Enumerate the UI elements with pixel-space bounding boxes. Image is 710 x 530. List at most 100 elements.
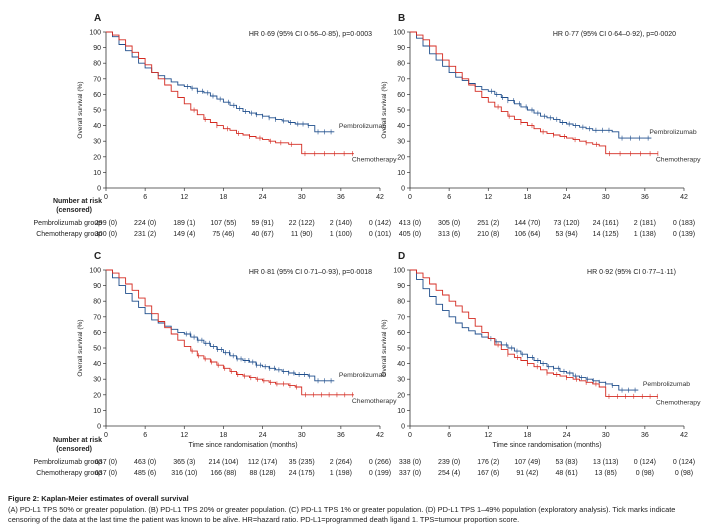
x-tick-label: 18 [524,194,532,201]
risk-cell: 1 (198) [330,470,352,477]
x-tick-label: 0 [104,194,108,201]
x-axis-label: Time since randomisation (months) [492,442,601,449]
x-tick-label: 6 [143,432,147,439]
risk-cell: 337 (0) [399,470,421,477]
x-tick-label: 18 [524,432,532,439]
risk-row-label: Pembrolizumab group [34,459,103,466]
risk-row-label: Chemotherapy group [36,470,102,477]
y-tick-label: 80 [93,299,101,306]
x-tick-label: 36 [641,194,649,201]
x-tick-label: 6 [447,194,451,201]
risk-cell: 91 (42) [516,470,538,477]
risk-cell: 1 (138) [634,231,656,238]
x-tick-label: 18 [220,432,228,439]
panel-c: 0 10 20 30 40 50 60 70 80 90 100 0 6 12 18 24 30 36 42 Over… [34,251,398,477]
x-tick-label: 18 [220,194,228,201]
risk-cell: 40 (67) [251,231,273,238]
y-tick-label: 90 [397,45,405,52]
risk-cell: 2 (140) [330,220,352,227]
risk-cell: 112 (174) [248,459,277,466]
risk-table-heading: Number at risk [53,437,102,444]
y-tick-label: 10 [93,170,101,177]
y-tick-label: 20 [397,392,405,399]
y-tick-label: 50 [93,108,101,115]
y-tick-label: 90 [397,283,405,290]
y-tick-label: 30 [93,377,101,384]
y-tick-label: 50 [93,346,101,353]
y-tick-label: 20 [93,154,101,161]
x-tick-label: 0 [104,432,108,439]
y-tick-label: 30 [93,139,101,146]
risk-cell: 316 (10) [171,470,197,477]
chemotherapy-curve [410,31,658,155]
risk-cell: 0 (266) [369,459,391,466]
risk-cell: 107 (49) [514,459,540,466]
chemotherapy-curve [106,31,354,155]
pembrolizumab-curve [106,31,335,133]
risk-cell: 53 (83) [555,459,577,466]
pembrolizumab-series-label: Pembrolizumab [339,123,386,130]
y-tick-label: 80 [397,61,405,68]
y-tick-label: 100 [393,268,405,275]
y-axis-label: Overall survival (%) [381,319,388,376]
risk-cell: 149 (4) [173,231,195,238]
x-tick-label: 0 [408,432,412,439]
risk-cell: 224 (0) [134,220,156,227]
x-tick-label: 36 [641,432,649,439]
risk-cell: 637 (0) [95,470,117,477]
y-tick-label: 40 [397,123,405,130]
y-axis-label: Overall survival (%) [77,81,84,138]
risk-cell: 405 (0) [399,231,421,238]
y-axis-label: Overall survival (%) [381,81,388,138]
panel-a: 0 10 20 30 40 50 60 70 80 90 100 0 6 12 18 24 30 36 42 Over… [34,13,398,238]
x-tick-label: 42 [680,194,688,201]
y-tick-label: 60 [397,92,405,99]
y-tick-label: 40 [397,361,405,368]
x-tick-label: 6 [143,194,147,201]
x-tick-label: 36 [337,432,345,439]
y-tick-label: 90 [93,45,101,52]
x-tick-label: 30 [602,432,610,439]
risk-cell: 0 (98) [675,470,693,477]
panel-label: B [398,13,405,24]
hazard-ratio-annotation: HR 0·77 (95% CI 0·64–0·92), p=0·0020 [553,31,676,38]
risk-row-label: Pembrolizumab group [34,220,103,227]
x-tick-label: 30 [298,194,306,201]
y-tick-label: 70 [397,76,405,83]
x-tick-label: 12 [180,432,188,439]
risk-row-label: Chemotherapy group [36,231,102,238]
y-tick-label: 0 [401,186,405,193]
panel-label: D [398,251,405,262]
risk-cell: 637 (0) [95,459,117,466]
y-tick-label: 70 [93,314,101,321]
risk-cell: 107 (55) [210,220,236,227]
y-axis-label: Overall survival (%) [77,319,84,376]
y-tick-label: 20 [93,392,101,399]
x-tick-label: 12 [180,194,188,201]
risk-cell: 0 (98) [636,470,654,477]
risk-cell: 0 (139) [673,231,695,238]
risk-cell: 485 (6) [134,470,156,477]
risk-cell: 144 (70) [514,220,540,227]
risk-cell: 73 (120) [554,220,580,227]
risk-table-subheading: (censored) [56,207,92,214]
hazard-ratio-annotation: HR 0·69 (95% CI 0·56–0·85), p=0·0003 [249,31,372,38]
hazard-ratio-annotation: HR 0·81 (95% CI 0·71–0·93), p=0·0018 [249,269,372,276]
panel-label: C [94,251,101,262]
y-tick-label: 70 [93,76,101,83]
x-tick-label: 42 [376,432,384,439]
risk-cell: 166 (88) [210,470,236,477]
risk-cell: 48 (61) [555,470,577,477]
risk-table-subheading: (censored) [56,446,92,453]
risk-cell: 2 (181) [634,220,656,227]
risk-cell: 300 (0) [95,231,117,238]
risk-cell: 0 (183) [673,220,695,227]
x-tick-label: 24 [259,194,267,201]
risk-cell: 189 (1) [173,220,195,227]
risk-cell: 210 (8) [477,231,499,238]
y-tick-label: 30 [397,139,405,146]
risk-cell: 53 (94) [555,231,577,238]
pembrolizumab-series-label: Pembrolizumab [339,372,386,379]
risk-cell: 463 (0) [134,459,156,466]
hazard-ratio-annotation: HR 0·92 (95% CI 0·77–1·11) [587,269,676,276]
